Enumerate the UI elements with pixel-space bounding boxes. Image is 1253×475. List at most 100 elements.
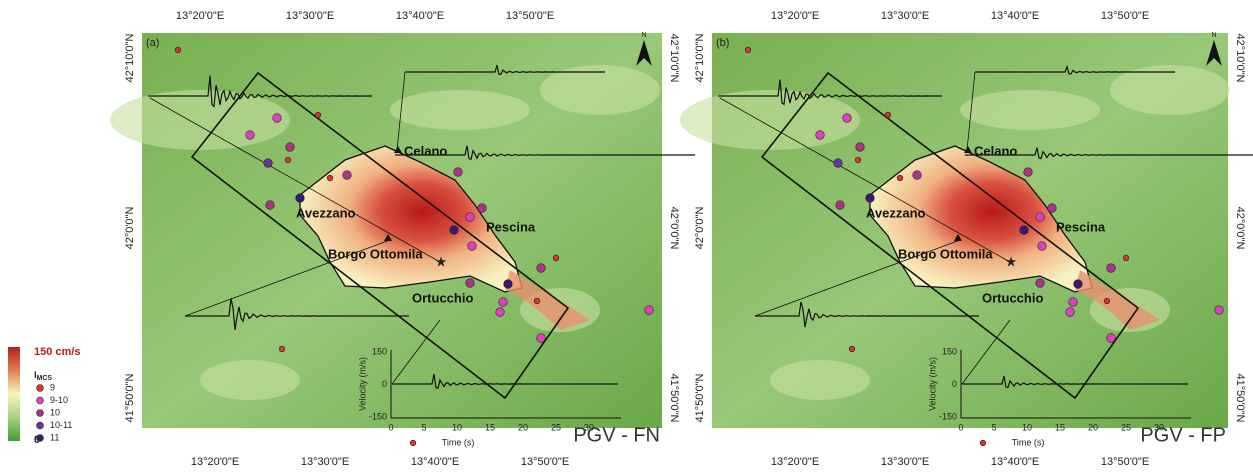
legend-label: 10 (50, 407, 60, 417)
town-label: Borgo Ottomila (328, 246, 423, 261)
legend-marker (37, 422, 44, 429)
lat-label-left: 42°10'0"N (124, 33, 136, 82)
terrain-patch (390, 90, 530, 130)
intensity-site (450, 226, 459, 235)
legend-title-sub: MCS (37, 375, 53, 382)
lon-label-bottom: 13°40'0"E (411, 456, 459, 468)
intensity-site (478, 204, 487, 213)
north-label: N (1211, 32, 1216, 39)
intensity-site (454, 168, 463, 177)
intensity-site (496, 308, 505, 317)
panel-label: (b) (716, 37, 729, 49)
legend-marker (37, 435, 44, 442)
town-label: Avezzano (866, 205, 926, 220)
town-label: Borgo Ottomila (898, 246, 993, 261)
inset-xtick: 5 (421, 422, 426, 432)
town-label: Pescina (1056, 219, 1106, 234)
intensity-site (343, 171, 352, 180)
town-label: Ortucchio (412, 290, 473, 305)
colorbar-max: 150 cm/s (34, 346, 80, 358)
lat-label-right: 42°0'0"N (1234, 207, 1246, 250)
epicenter: ★ (435, 254, 448, 270)
intensity-site (175, 47, 181, 53)
epicenter: ★ (1005, 254, 1018, 270)
inset-xtick: 25 (551, 422, 561, 432)
intensity-site (834, 159, 843, 168)
intensity-site (537, 334, 546, 343)
intensity-site (534, 298, 540, 304)
lon-label-top: 13°40'0"E (396, 10, 444, 22)
lat-label-right: 41°50'0"N (1234, 374, 1246, 423)
intensity-site (279, 346, 285, 352)
legend-label: 9 (50, 382, 55, 392)
map-panel: (a)N13°20'0"E13°20'0"E13°30'0"E13°30'0"E… (110, 10, 695, 468)
terrain-patch (770, 360, 870, 400)
lon-label-bottom: 13°50'0"E (521, 456, 569, 468)
intensity-site (816, 131, 825, 140)
north-label: N (641, 32, 646, 39)
inset-xtick: 0 (388, 422, 393, 432)
colorbar (8, 347, 20, 441)
map-panel: (b)N13°20'0"E13°20'0"E13°30'0"E13°30'0"E… (680, 10, 1253, 468)
inset-ytick: -150 (369, 411, 387, 421)
intensity-site (843, 114, 852, 123)
intensity-site (897, 175, 903, 181)
inset-ytick: 0 (952, 379, 957, 389)
lon-label-bottom: 13°30'0"E (301, 456, 349, 468)
intensity-site (1069, 298, 1078, 307)
intensity-site (410, 440, 416, 446)
lat-label-right: 41°50'0"N (668, 374, 680, 423)
inset-ytick: 150 (372, 346, 387, 356)
inset-xtick: 20 (1088, 422, 1098, 432)
intensity-site (1104, 298, 1110, 304)
lon-label-bottom: 13°40'0"E (991, 456, 1039, 468)
lon-label-top: 13°30'0"E (881, 10, 929, 22)
intensity-site (315, 112, 321, 118)
inset-ytick: -150 (939, 411, 957, 421)
intensity-site (1215, 306, 1224, 315)
lon-label-top: 13°50'0"E (506, 10, 554, 22)
intensity-site (537, 264, 546, 273)
intensity-site (980, 440, 986, 446)
intensity-site (285, 157, 291, 163)
inset-ylabel: Velocity (m/s) (357, 357, 367, 411)
intensity-site (1123, 255, 1129, 261)
inset-xlabel: Time (s) (1012, 437, 1045, 447)
intensity-site (1036, 213, 1045, 222)
town-label: Celano (404, 143, 447, 158)
inset-xtick: 10 (1022, 422, 1032, 432)
lon-label-top: 13°20'0"E (771, 10, 819, 22)
intensity-site (246, 131, 255, 140)
town-label: Avezzano (296, 205, 356, 220)
intensity-site (1107, 334, 1116, 343)
lon-label-bottom: 13°30'0"E (881, 456, 929, 468)
legend-label: 11 (50, 432, 59, 442)
intensity-site (645, 306, 654, 315)
intensity-site (273, 114, 282, 123)
intensity-site (1038, 242, 1047, 251)
inset-xtick: 15 (485, 422, 495, 432)
town-label: Pescina (486, 219, 536, 234)
lon-label-top: 13°30'0"E (286, 10, 334, 22)
map-title: PGV - FP (1140, 424, 1226, 446)
intensity-site (1066, 308, 1075, 317)
intensity-site (1074, 280, 1083, 289)
intensity-site (553, 255, 559, 261)
lon-label-top: 13°40'0"E (991, 10, 1039, 22)
legend-marker (37, 410, 44, 417)
intensity-site (885, 112, 891, 118)
legend-marker (37, 397, 44, 404)
intensity-site (849, 346, 855, 352)
figure: 150 cm/s 0 IMCS 99-101010-1111(a)N13°20'… (0, 0, 1253, 470)
lon-label-top: 13°50'0"E (1101, 10, 1149, 22)
intensity-site (1107, 264, 1116, 273)
intensity-site (1036, 279, 1045, 288)
town-label: Ortucchio (982, 290, 1043, 305)
lon-label-bottom: 13°50'0"E (1101, 456, 1149, 468)
intensity-site (327, 175, 333, 181)
terrain-patch (110, 90, 290, 150)
inset-xtick: 20 (518, 422, 528, 432)
intensity-site (855, 157, 861, 163)
intensity-site (264, 159, 273, 168)
lat-label-left: 41°50'0"N (124, 373, 136, 422)
